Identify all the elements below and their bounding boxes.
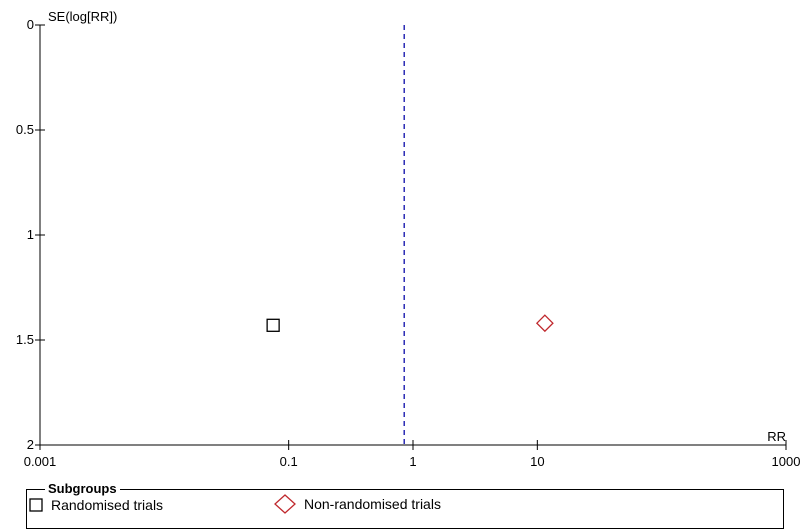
legend-title: Subgroups — [45, 481, 120, 497]
x-axis-label: RR — [767, 429, 786, 444]
plot-axes: 0 0.5 1 1.5 2 0.001 0.1 1 10 1000 — [16, 17, 801, 469]
diamond-marker-icon — [274, 494, 296, 514]
legend-item-randomised: Randomised trials — [29, 496, 163, 514]
legend-label-non-randomised: Non-randomised trials — [304, 496, 441, 512]
y-tick-label: 1.5 — [16, 332, 34, 347]
y-axis-label: SE(log[RR]) — [48, 9, 117, 24]
data-point-diamond — [535, 314, 554, 333]
x-tick-label: 1000 — [772, 454, 801, 469]
square-marker-icon — [29, 498, 43, 512]
legend-item-non-randomised: Non-randomised trials — [274, 494, 441, 514]
legend: Subgroups Randomised trials Non-randomis… — [26, 481, 784, 529]
y-tick-label: 0 — [27, 17, 34, 32]
x-tick-label: 0.1 — [280, 454, 298, 469]
x-tick-label: 0.001 — [24, 454, 57, 469]
x-tick-label: 1 — [409, 454, 416, 469]
x-tick-label: 10 — [530, 454, 544, 469]
y-tick-label: 0.5 — [16, 122, 34, 137]
legend-label-randomised: Randomised trials — [51, 497, 164, 513]
y-tick-label: 1 — [27, 227, 34, 242]
data-points-layer — [266, 314, 554, 333]
y-tick-label: 2 — [27, 437, 34, 452]
funnel-plot: 0 0.5 1 1.5 2 0.001 0.1 1 10 1000 SE(log[RR]) RR — [16, 9, 801, 469]
data-point-square — [266, 318, 280, 332]
